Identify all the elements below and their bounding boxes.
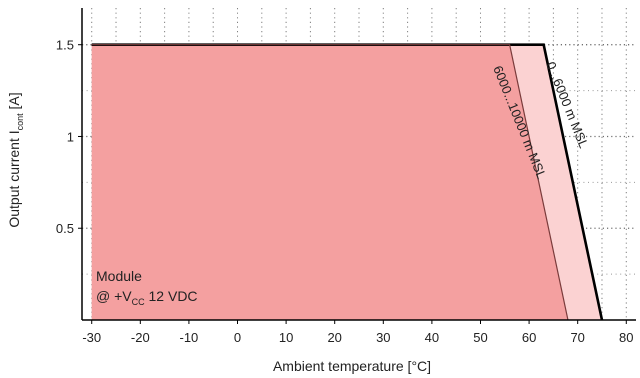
x-tick-label: -20 xyxy=(131,330,150,345)
y-axis-title-unit: [A] xyxy=(6,92,22,113)
x-tick-label: 40 xyxy=(425,330,439,345)
x-tick-label: 70 xyxy=(570,330,584,345)
x-tick-label: 30 xyxy=(376,330,390,345)
annotation-vcc-subscript: CC xyxy=(132,297,145,307)
module-annotation-line2: @ +VCC 12 VDC xyxy=(96,288,198,307)
x-tick-label: 80 xyxy=(619,330,633,345)
x-tick-label: -10 xyxy=(180,330,199,345)
x-tick-label: -30 xyxy=(82,330,101,345)
x-axis-title: Ambient temperature [°C] xyxy=(273,358,431,374)
x-tick-label: 50 xyxy=(473,330,487,345)
line-series-1 xyxy=(91,44,569,321)
y-axis-title: Output current Icont [A] xyxy=(6,92,25,227)
y-tick-label: 1.5 xyxy=(56,38,74,53)
y-tick-label: 0.5 xyxy=(56,221,74,236)
annotation-vcc-suffix: 12 VDC xyxy=(145,288,198,304)
x-tick-label: 0 xyxy=(234,330,241,345)
derating-lines xyxy=(91,43,604,321)
x-tick-label: 10 xyxy=(279,330,293,345)
y-axis-title-subscript: cont xyxy=(15,113,25,131)
module-annotation-line1: Module xyxy=(96,268,142,284)
area-series-1 xyxy=(91,44,568,321)
y-tick-labels: 0.5 1 1.5 xyxy=(56,38,82,236)
x-tick-label: 20 xyxy=(327,330,341,345)
derating-areas xyxy=(91,44,602,321)
x-tick-labels: -30 -20 -10 0 10 20 30 40 50 60 70 80 xyxy=(82,320,634,345)
plot-frame xyxy=(81,8,636,321)
annotation-vcc-prefix: @ +V xyxy=(96,288,132,304)
x-tick-label: 60 xyxy=(522,330,536,345)
y-tick-label: 1 xyxy=(67,129,74,144)
y-axis-title-main: Output current I xyxy=(6,130,22,227)
